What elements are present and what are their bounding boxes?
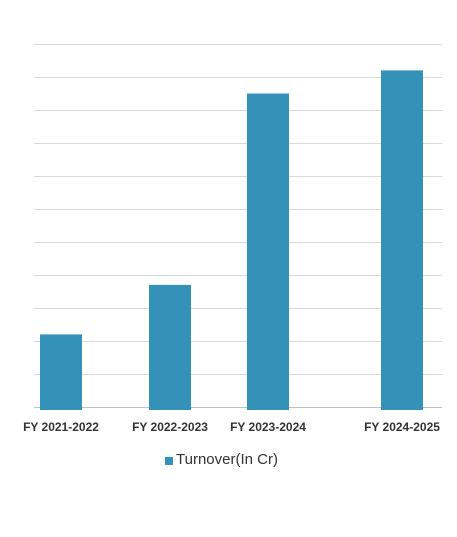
x-tick-label: FY 2021-2022 xyxy=(23,420,99,434)
legend-swatch xyxy=(165,457,173,465)
bar-3 xyxy=(247,93,289,410)
legend: Turnover(In Cr) xyxy=(165,451,278,468)
bar-1 xyxy=(40,334,82,410)
bar-4 xyxy=(381,70,423,411)
x-tick-label: FY 2024-2025 xyxy=(364,420,440,434)
x-axis-labels: FY 2021-2022 FY 2022-2023 FY 2023-2024 FY 2… xyxy=(23,420,440,434)
bars xyxy=(40,70,423,411)
bar-2 xyxy=(149,284,191,410)
gridlines xyxy=(34,44,442,408)
x-tick-label: FY 2023-2024 xyxy=(230,420,306,434)
legend-label: Turnover(In Cr) xyxy=(176,451,278,468)
x-tick-label: FY 2022-2023 xyxy=(132,420,208,434)
